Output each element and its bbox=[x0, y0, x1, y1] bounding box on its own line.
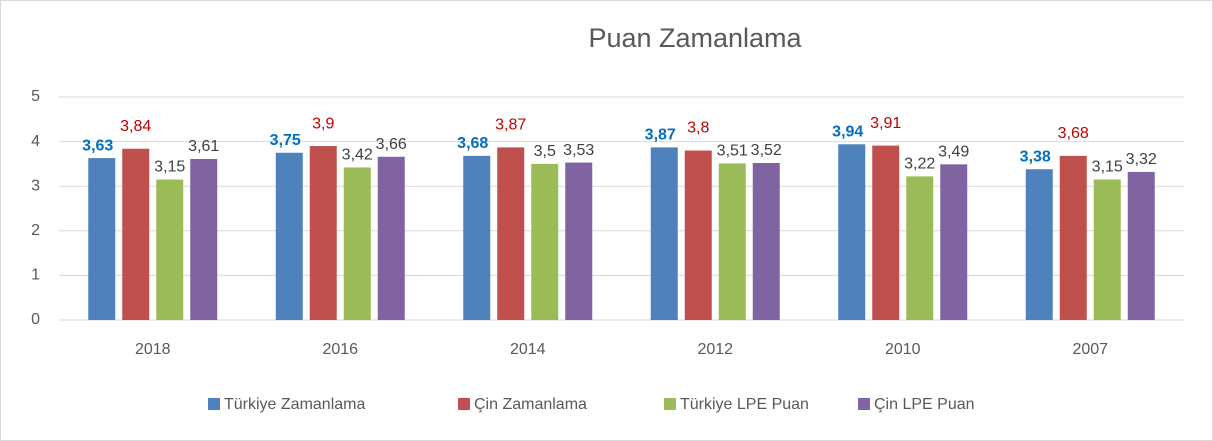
legend-label: Türkiye LPE Puan bbox=[680, 396, 809, 413]
bar bbox=[1127, 171, 1155, 320]
data-label: 3,75 bbox=[270, 132, 301, 149]
bar bbox=[275, 152, 303, 320]
x-tick-label: 2018 bbox=[135, 341, 171, 358]
bar bbox=[531, 163, 559, 320]
bar bbox=[88, 158, 116, 320]
data-label: 3,32 bbox=[1126, 151, 1157, 168]
bar bbox=[752, 163, 780, 320]
x-tick-label: 2016 bbox=[322, 341, 358, 358]
bar bbox=[838, 144, 866, 320]
y-tick-label: 0 bbox=[31, 311, 40, 328]
legend-swatch bbox=[208, 398, 220, 410]
data-label: 3,15 bbox=[154, 159, 185, 176]
bar bbox=[1025, 169, 1053, 320]
data-label: 3,49 bbox=[938, 144, 969, 161]
bar bbox=[156, 179, 184, 320]
y-tick-label: 4 bbox=[31, 133, 40, 150]
bar bbox=[940, 164, 968, 320]
data-label: 3,91 bbox=[870, 115, 901, 132]
data-label: 3,87 bbox=[645, 127, 676, 144]
data-label: 3,22 bbox=[904, 156, 935, 173]
bar bbox=[1093, 179, 1121, 320]
bar bbox=[872, 145, 900, 320]
bar bbox=[718, 163, 746, 320]
data-label: 3,87 bbox=[495, 117, 526, 134]
legend-swatch bbox=[664, 398, 676, 410]
data-label: 3,38 bbox=[1020, 148, 1051, 165]
x-tick-label: 2014 bbox=[510, 341, 546, 358]
bar bbox=[684, 150, 712, 320]
data-label: 3,84 bbox=[120, 118, 151, 135]
bar bbox=[497, 147, 525, 320]
bar bbox=[343, 167, 371, 320]
x-tick-label: 2007 bbox=[1072, 341, 1108, 358]
data-label: 3,68 bbox=[457, 135, 488, 152]
data-label: 3,8 bbox=[687, 120, 709, 137]
data-label: 3,42 bbox=[342, 147, 373, 164]
data-label: 3,5 bbox=[534, 143, 556, 160]
y-tick-label: 1 bbox=[31, 267, 40, 284]
legend-label: Çin LPE Puan bbox=[874, 396, 975, 413]
legend-swatch bbox=[858, 398, 870, 410]
bar bbox=[650, 147, 678, 320]
legend-swatch bbox=[458, 398, 470, 410]
legend-label: Türkiye Zamanlama bbox=[224, 396, 365, 413]
data-label: 3,61 bbox=[188, 138, 219, 155]
chart-title: Puan Zamanlama bbox=[588, 23, 802, 53]
bar bbox=[463, 155, 491, 320]
data-label: 3,94 bbox=[832, 123, 863, 140]
data-label: 3,52 bbox=[751, 142, 782, 159]
y-tick-label: 2 bbox=[31, 222, 40, 239]
bar bbox=[565, 162, 593, 320]
y-tick-label: 5 bbox=[31, 88, 40, 105]
x-tick-label: 2012 bbox=[697, 341, 733, 358]
bar bbox=[377, 156, 405, 320]
y-tick-label: 3 bbox=[31, 177, 40, 194]
bar bbox=[906, 176, 934, 320]
x-tick-label: 2010 bbox=[885, 341, 921, 358]
data-label: 3,66 bbox=[376, 136, 407, 153]
data-label: 3,63 bbox=[82, 137, 113, 154]
bar bbox=[1059, 155, 1087, 320]
data-label: 3,9 bbox=[312, 115, 334, 132]
data-label: 3,53 bbox=[563, 142, 594, 159]
bar bbox=[309, 146, 337, 320]
bar bbox=[122, 148, 150, 320]
data-label: 3,15 bbox=[1092, 159, 1123, 176]
data-label: 3,51 bbox=[717, 143, 748, 160]
legend-label: Çin Zamanlama bbox=[474, 396, 587, 413]
bar bbox=[190, 158, 218, 320]
data-label: 3,68 bbox=[1058, 125, 1089, 142]
